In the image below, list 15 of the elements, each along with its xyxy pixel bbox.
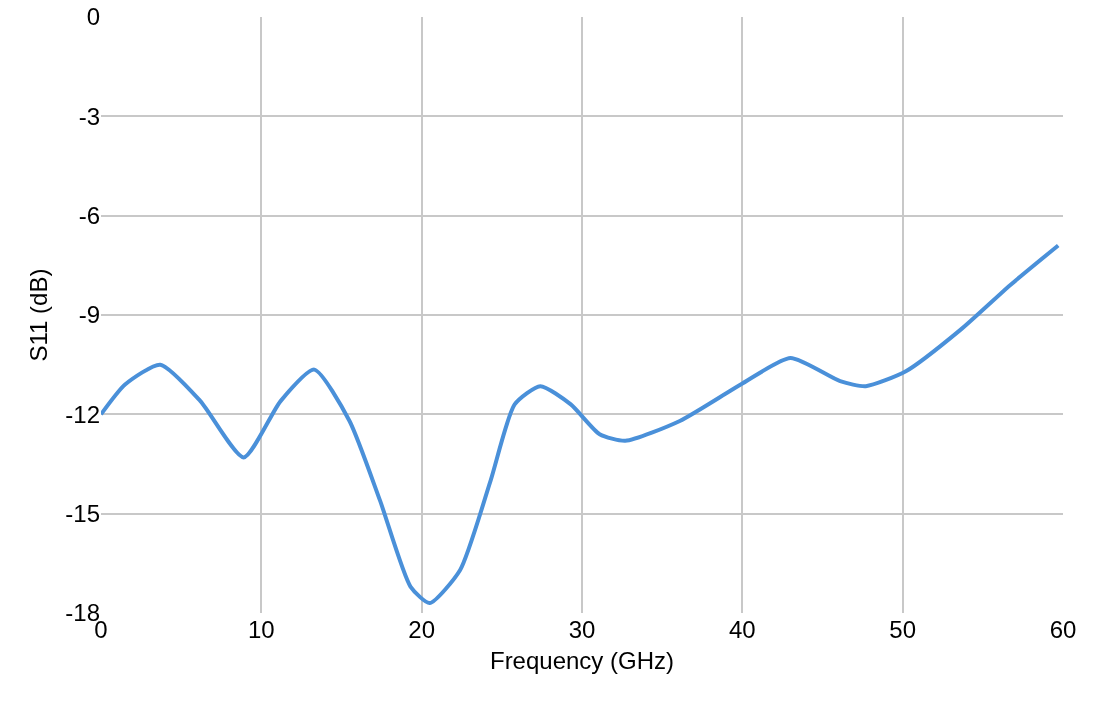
x-tick-label: 20 [408, 616, 436, 643]
y-tick-label: 0 [86, 3, 100, 31]
x-tick-label: 10 [247, 616, 275, 643]
y-axis-title: S11 (dB) [25, 268, 53, 362]
line-series [101, 243, 1061, 606]
y-tick-label: -15 [65, 500, 100, 528]
x-tick-label: 30 [568, 616, 596, 643]
y-tick-label: -12 [65, 400, 100, 428]
y-tick-label: -6 [78, 202, 100, 230]
x-axis-title: Frequency (GHz) [489, 647, 675, 675]
x-tick-label: 50 [889, 616, 917, 643]
x-tick-label: 60 [1049, 616, 1077, 643]
y-tick-label: -9 [78, 301, 100, 329]
y-tick-label: -3 [78, 102, 100, 130]
x-tick-label: 40 [728, 616, 756, 643]
